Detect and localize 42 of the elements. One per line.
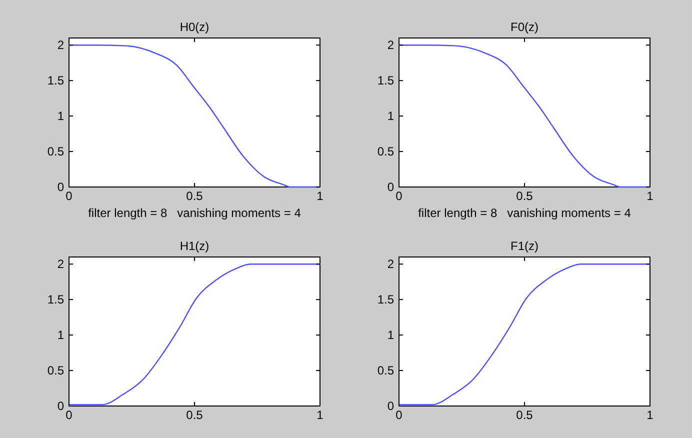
- y-tick-label: 0.5: [47, 144, 64, 159]
- x-axis-title: filter length = 8 vanishing moments = 4: [88, 206, 302, 220]
- chart-title: F1(z): [510, 239, 538, 253]
- x-axis-title: filter length = 8 vanishing moments = 4: [418, 206, 632, 220]
- y-tick-label: 1: [57, 328, 64, 342]
- line-series: [68, 44, 321, 188]
- y-tick-label: 0.5: [377, 144, 394, 159]
- x-tick-label: 0.5: [186, 189, 204, 203]
- y-tick-label: 2: [57, 257, 64, 272]
- y-tick-label: 1.5: [377, 292, 394, 307]
- y-tick-label: 1.5: [47, 292, 64, 307]
- x-tick-label: 0: [66, 408, 73, 422]
- y-tick-label: 2: [387, 38, 394, 52]
- x-tick-label: 0: [396, 189, 403, 203]
- y-tick-label: 2: [387, 257, 394, 272]
- x-tick-label: 0.5: [516, 189, 534, 203]
- line-series: [68, 263, 321, 406]
- y-tick-label: 0.5: [47, 364, 64, 378]
- x-tick-label: 1: [646, 408, 654, 422]
- y-tick-label: 0: [57, 399, 64, 413]
- chart-title: H1(z): [180, 239, 210, 253]
- y-tick-label: 0: [57, 180, 64, 194]
- x-tick-label: 0: [66, 189, 73, 203]
- x-tick-label: 0.5: [516, 408, 534, 422]
- x-tick-label: 0: [396, 408, 403, 422]
- chart-title: H0(z): [180, 20, 210, 34]
- y-tick-label: 1: [387, 109, 394, 124]
- y-tick-label: 0: [387, 399, 394, 413]
- chart-title: F0(z): [510, 20, 538, 34]
- y-tick-label: 1.5: [377, 74, 394, 88]
- x-tick-label: 1: [646, 189, 654, 203]
- x-tick-label: 1: [316, 189, 324, 203]
- y-tick-label: 1.5: [47, 74, 64, 88]
- y-tick-label: 1: [57, 109, 64, 124]
- line-series: [398, 263, 651, 406]
- y-tick-label: 0: [387, 180, 394, 194]
- x-tick-label: 0.5: [186, 408, 204, 422]
- y-tick-label: 0.5: [377, 364, 394, 378]
- line-series: [398, 44, 651, 188]
- y-tick-label: 1: [387, 328, 394, 342]
- x-tick-label: 1: [316, 408, 324, 422]
- y-tick-label: 2: [57, 38, 64, 52]
